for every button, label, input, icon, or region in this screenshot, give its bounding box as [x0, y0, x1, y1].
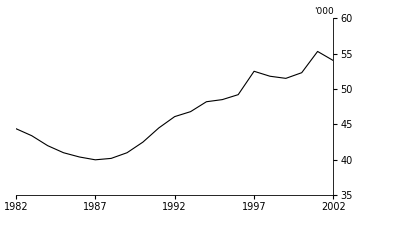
Text: '000: '000 — [314, 7, 333, 16]
